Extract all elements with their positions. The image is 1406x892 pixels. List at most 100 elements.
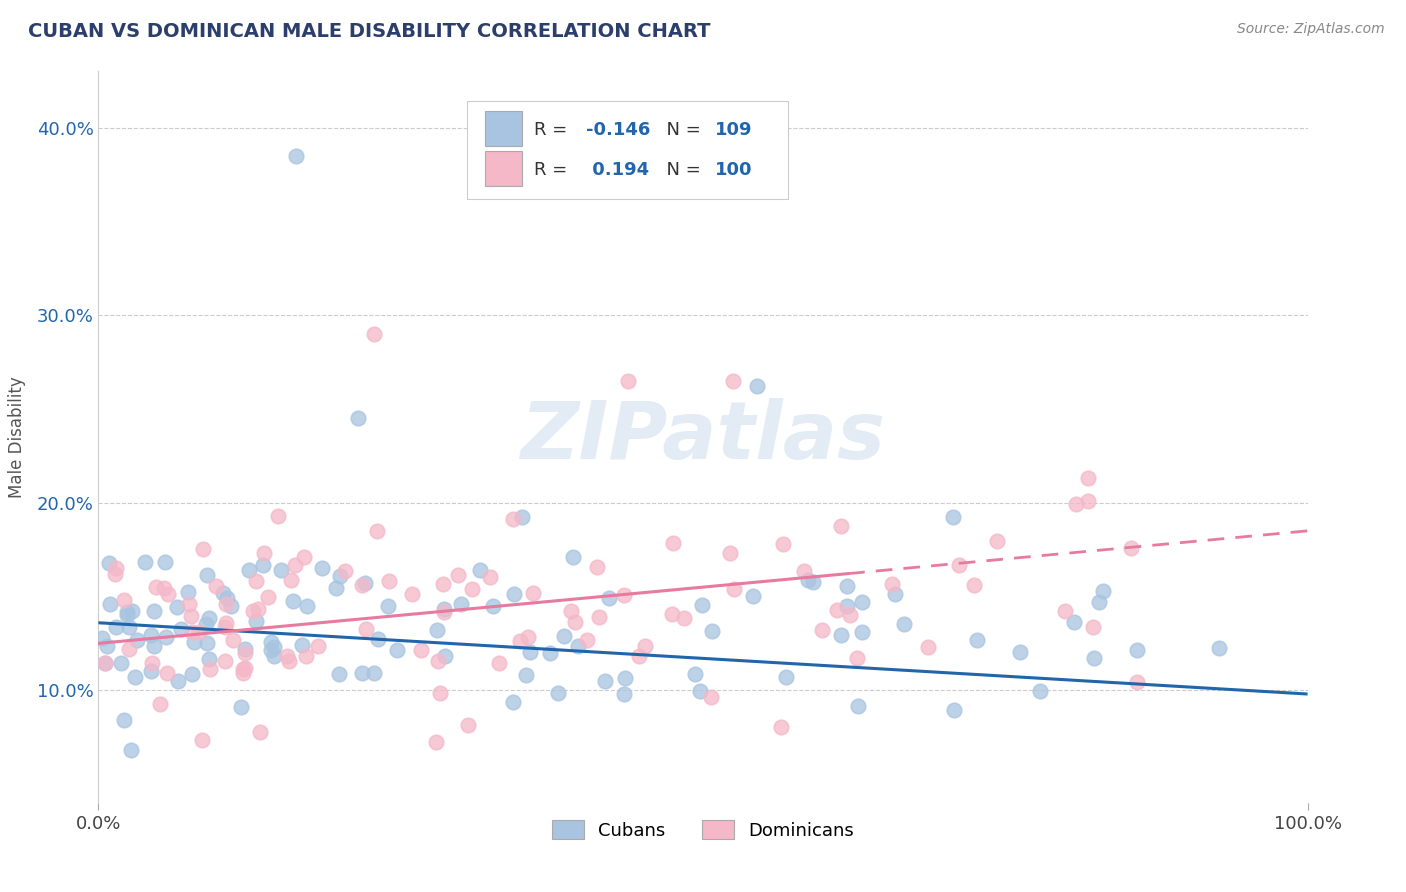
Point bbox=[519, 645, 541, 659]
Point bbox=[401, 587, 423, 601]
Point bbox=[205, 579, 228, 593]
Point bbox=[167, 674, 190, 689]
Point bbox=[538, 646, 561, 660]
Point bbox=[1083, 651, 1105, 665]
Point bbox=[576, 633, 599, 648]
Point bbox=[561, 549, 583, 564]
Point bbox=[270, 563, 292, 577]
Point bbox=[772, 537, 794, 551]
Point bbox=[846, 651, 869, 665]
Point bbox=[598, 591, 620, 605]
Point bbox=[502, 695, 524, 709]
Text: R =: R = bbox=[534, 161, 572, 179]
Point bbox=[180, 608, 202, 623]
Point bbox=[211, 586, 233, 600]
Point bbox=[145, 580, 167, 594]
Point bbox=[801, 575, 824, 590]
Point bbox=[838, 607, 860, 622]
Point bbox=[793, 564, 815, 578]
Point bbox=[515, 668, 537, 682]
Text: CUBAN VS DOMINICAN MALE DISABILITY CORRELATION CHART: CUBAN VS DOMINICAN MALE DISABILITY CORRE… bbox=[28, 22, 710, 41]
Point bbox=[770, 720, 793, 734]
Point bbox=[434, 649, 457, 664]
Point bbox=[215, 591, 238, 605]
Point bbox=[259, 634, 281, 648]
Point bbox=[367, 632, 389, 647]
Point bbox=[105, 560, 128, 574]
Point bbox=[830, 518, 852, 533]
Point bbox=[1077, 494, 1099, 508]
Point bbox=[690, 598, 713, 612]
Point bbox=[350, 665, 373, 680]
Point bbox=[291, 639, 314, 653]
Point bbox=[98, 597, 121, 611]
Point bbox=[222, 633, 245, 648]
Point bbox=[846, 698, 869, 713]
Point bbox=[700, 624, 723, 638]
FancyBboxPatch shape bbox=[485, 151, 522, 186]
Point bbox=[333, 564, 356, 578]
Point bbox=[747, 379, 769, 393]
Point bbox=[567, 639, 589, 653]
Point bbox=[276, 649, 298, 664]
Point bbox=[1087, 595, 1109, 609]
Point bbox=[232, 665, 254, 680]
Point bbox=[700, 690, 723, 704]
Point bbox=[617, 374, 640, 388]
Point bbox=[1063, 615, 1085, 629]
Point bbox=[249, 724, 271, 739]
Point bbox=[94, 656, 117, 670]
Point bbox=[426, 623, 449, 637]
Point bbox=[112, 714, 135, 728]
Point bbox=[307, 639, 329, 653]
Point bbox=[97, 556, 120, 570]
Point bbox=[1119, 541, 1142, 556]
Point bbox=[503, 587, 526, 601]
Point bbox=[214, 620, 236, 634]
Point bbox=[180, 667, 202, 681]
Point bbox=[482, 599, 505, 613]
Point bbox=[235, 646, 257, 660]
Point bbox=[96, 640, 118, 654]
Point bbox=[142, 605, 165, 619]
Point bbox=[882, 577, 904, 591]
Point bbox=[278, 654, 301, 668]
Point bbox=[233, 641, 256, 656]
Point bbox=[91, 631, 114, 645]
Point bbox=[1064, 497, 1087, 511]
Point bbox=[366, 524, 388, 539]
Point bbox=[948, 558, 970, 572]
Y-axis label: Male Disability: Male Disability bbox=[7, 376, 25, 498]
Point bbox=[810, 623, 832, 637]
Point bbox=[797, 573, 820, 587]
Point bbox=[121, 604, 143, 618]
Point bbox=[1010, 645, 1032, 659]
Point bbox=[215, 615, 238, 630]
Point bbox=[257, 590, 280, 604]
Point bbox=[328, 666, 350, 681]
Point bbox=[1091, 584, 1114, 599]
Point bbox=[350, 578, 373, 592]
Point bbox=[115, 605, 138, 619]
Point bbox=[149, 697, 172, 711]
Point bbox=[586, 559, 609, 574]
Point bbox=[425, 735, 447, 749]
Point bbox=[219, 599, 242, 613]
Point bbox=[294, 649, 316, 664]
Point bbox=[188, 624, 211, 639]
Point bbox=[179, 597, 201, 611]
Point bbox=[284, 558, 307, 573]
Point bbox=[433, 602, 456, 616]
Point bbox=[517, 630, 540, 644]
Point bbox=[238, 563, 260, 577]
Point bbox=[363, 665, 385, 680]
Point bbox=[246, 602, 269, 616]
Point bbox=[215, 597, 238, 611]
Point bbox=[377, 574, 399, 589]
Point bbox=[232, 661, 254, 675]
Point bbox=[613, 588, 636, 602]
Point bbox=[353, 576, 375, 591]
Point bbox=[115, 607, 138, 622]
Point bbox=[104, 567, 127, 582]
Point bbox=[893, 616, 915, 631]
